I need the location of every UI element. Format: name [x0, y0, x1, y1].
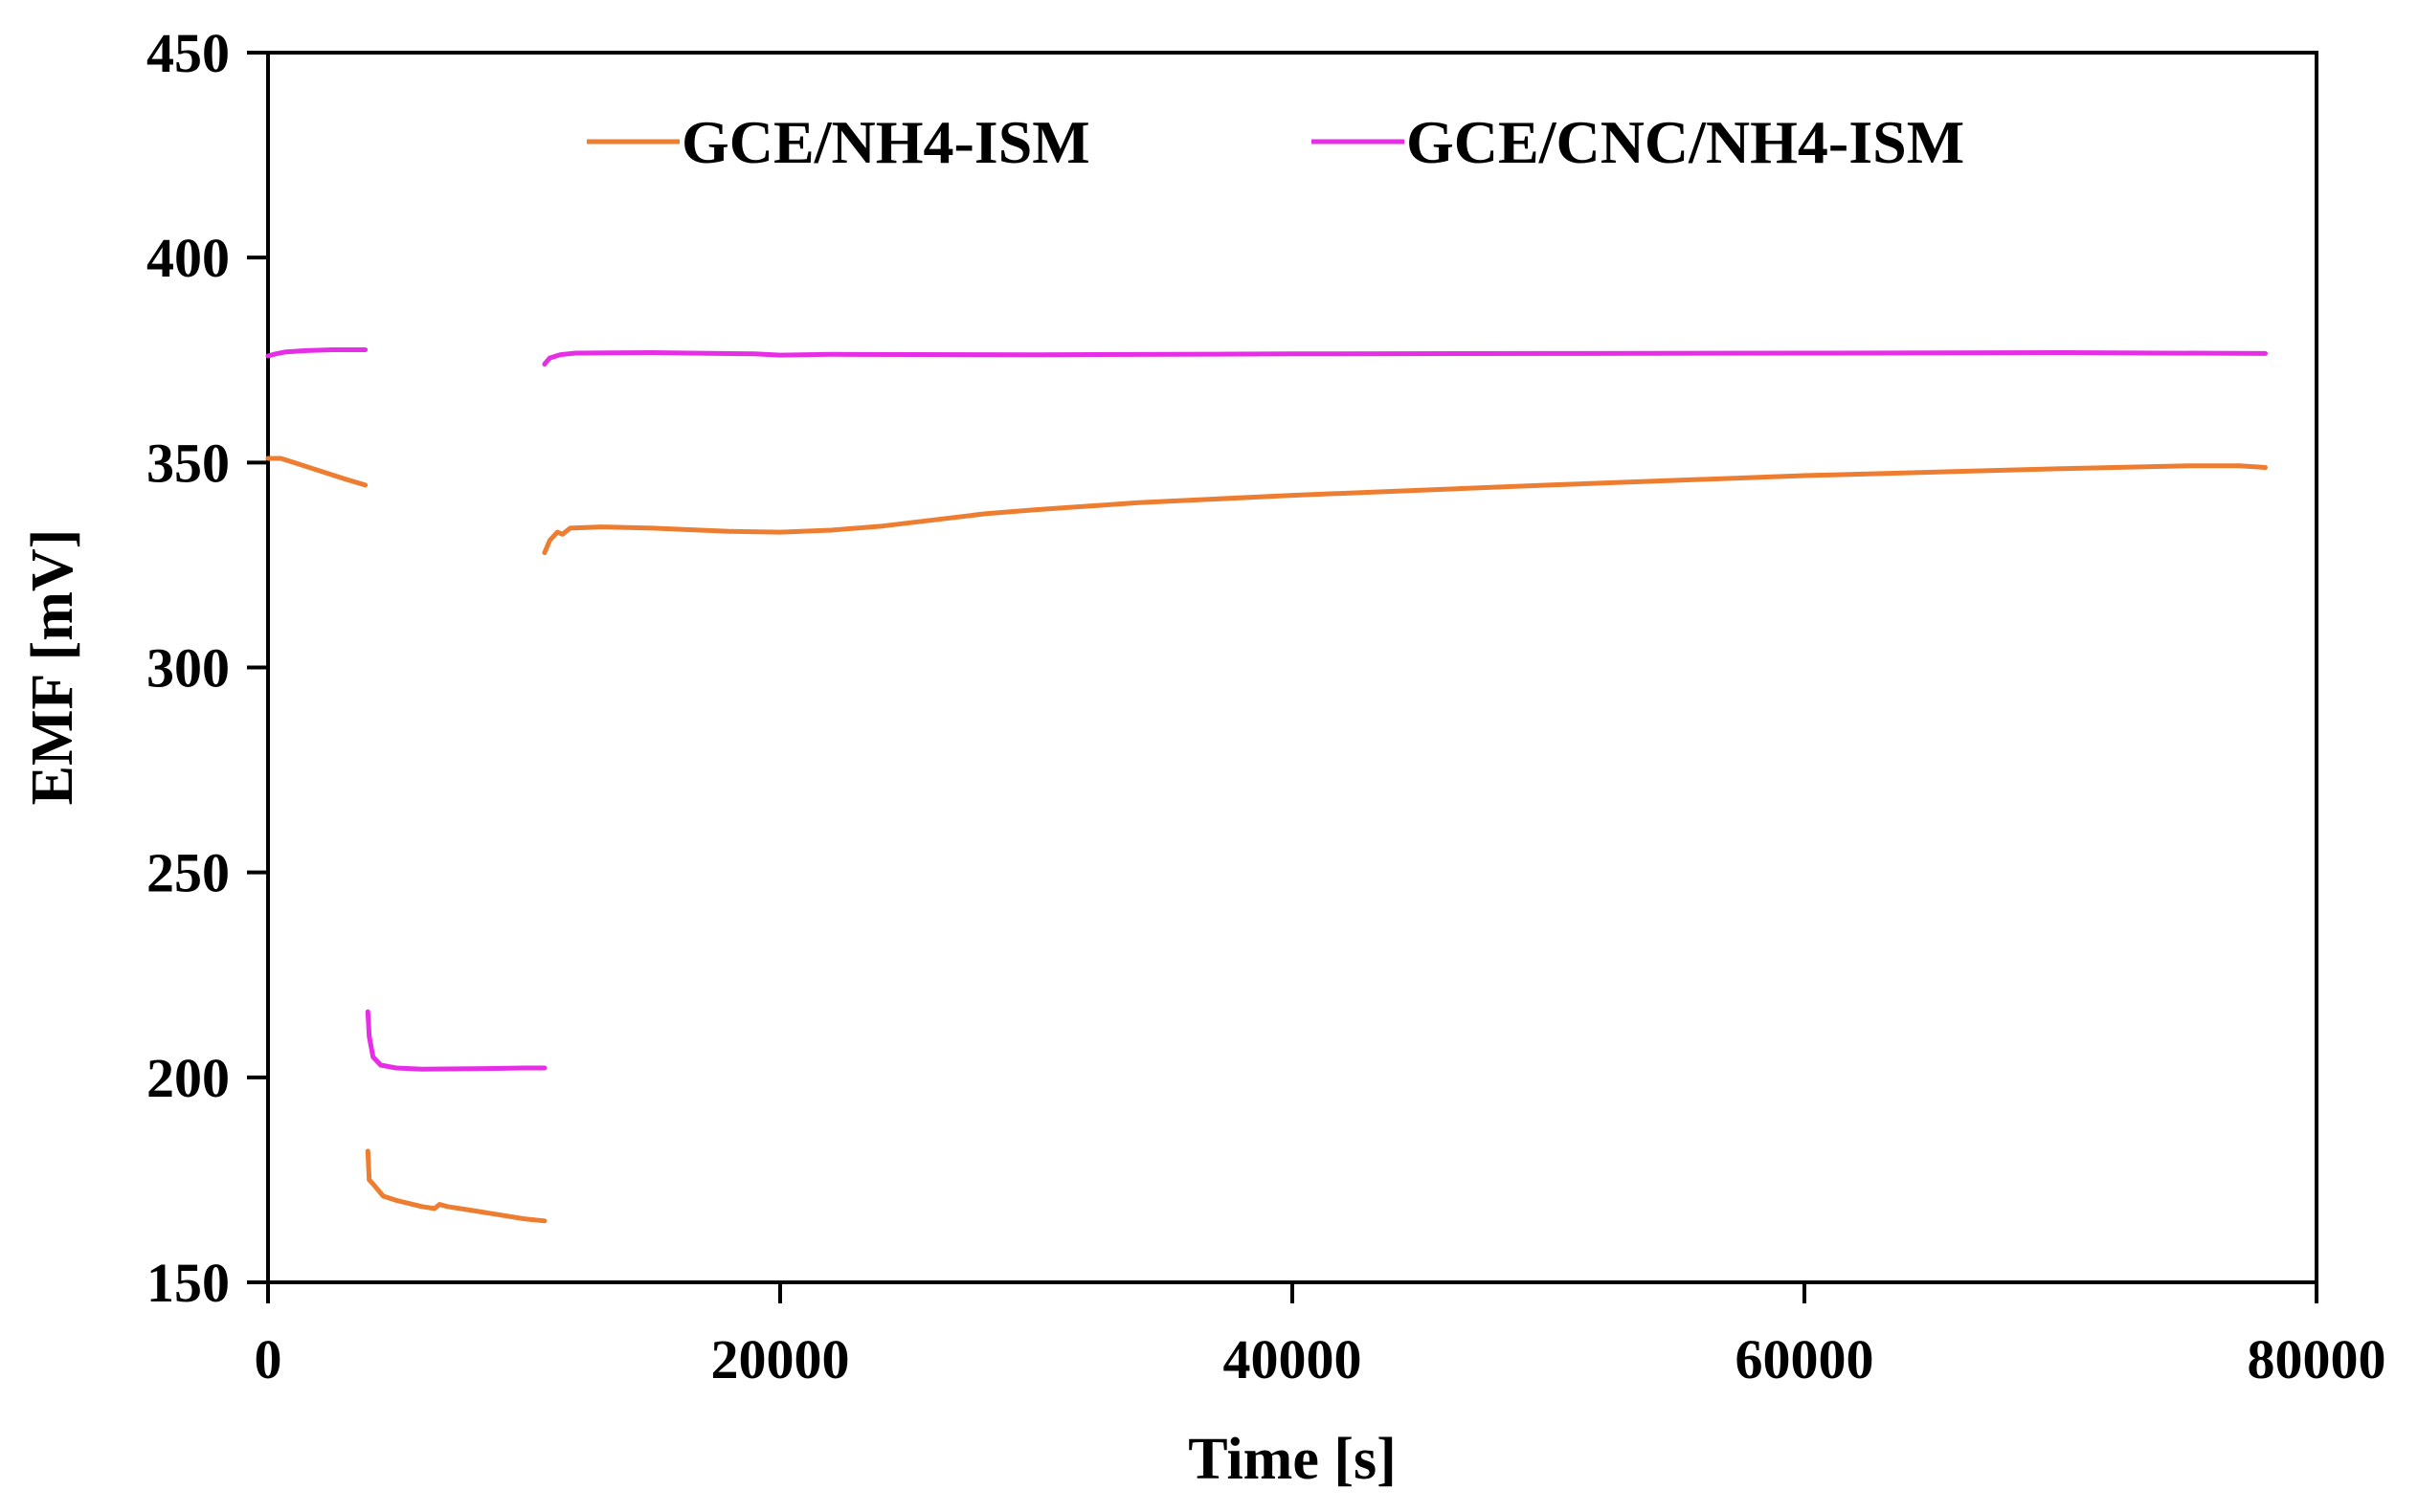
y-axis-title: EMF [mV]	[20, 529, 85, 806]
x-tick-label: 60000	[1735, 1328, 1874, 1390]
y-tick-label: 300	[146, 637, 230, 700]
series-line-gce-nh4-ism-segment-1	[265, 456, 369, 488]
y-tick-label: 400	[146, 227, 230, 289]
x-tick-label: 40000	[1223, 1328, 1362, 1390]
y-tick-label: 150	[146, 1252, 230, 1314]
y-axis: 150 200 250 300 350 400 450	[146, 22, 268, 1314]
series-line-gce-cnc-nh4-ism-segment-2	[365, 1009, 548, 1072]
plot-frame	[266, 51, 2318, 1284]
y-tick-label: 450	[146, 22, 230, 84]
x-tick-label: 0	[255, 1328, 282, 1390]
y-tick-label: 350	[146, 432, 230, 494]
x-tick-label: 80000	[2248, 1328, 2386, 1390]
x-axis: 0 20000 40000 60000 80000	[255, 1282, 2386, 1390]
legend: GCE/NH4-ISM GCE/CNC/NH4-ISM	[587, 108, 1964, 176]
series-line-gce-cnc-nh4-ism-segment-1	[265, 347, 369, 359]
series-layer	[265, 347, 2268, 1224]
series-line-gce-nh4-ism-segment-3	[542, 463, 2268, 556]
x-axis-title: Time [s]	[1188, 1427, 1397, 1492]
legend-label-gce-nh4-ism: GCE/NH4-ISM	[682, 108, 1090, 176]
series-line-gce-cnc-nh4-ism-segment-3	[542, 350, 2268, 367]
y-tick-label: 200	[146, 1047, 230, 1109]
y-tick-label: 250	[146, 842, 230, 904]
x-tick-label: 20000	[711, 1328, 850, 1390]
series-line-gce-nh4-ism-segment-2	[365, 1148, 548, 1224]
legend-label-gce-cnc-nh4-ism: GCE/CNC/NH4-ISM	[1406, 108, 1964, 176]
